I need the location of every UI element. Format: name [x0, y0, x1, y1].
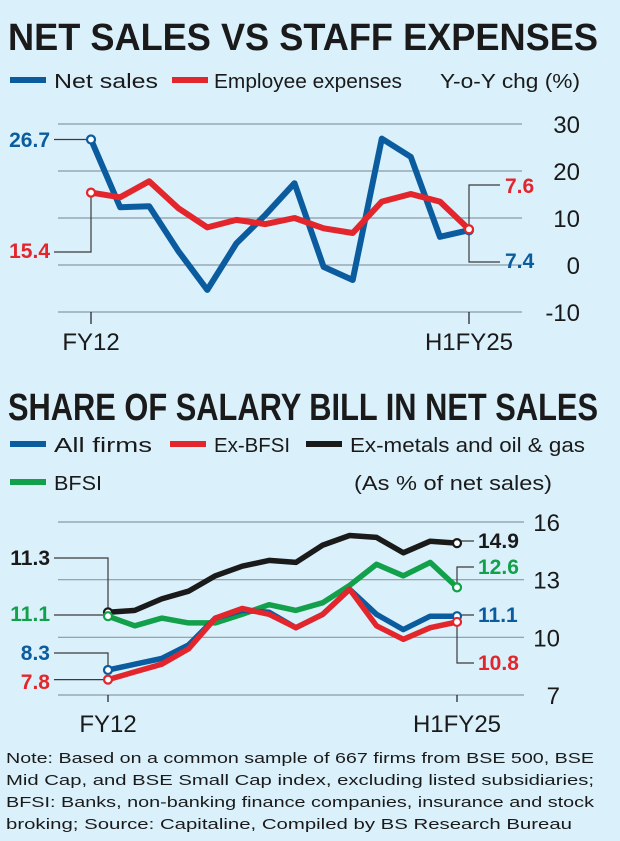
callout-leader: [54, 192, 92, 253]
data-point-start: [85, 187, 97, 198]
note: Note: Based on a common sample of 667 fi…: [6, 750, 595, 833]
data-label-start: 11.3: [10, 547, 50, 570]
data-point-start: [85, 134, 97, 145]
data-label-start: 26.7: [9, 129, 50, 152]
legend-label-employee-expenses: Employee expenses: [214, 71, 402, 93]
chart2-title: SHARE OF SALARY BILL IN NET SALES: [8, 387, 598, 429]
series-line-employee-expenses: [90, 178, 472, 236]
legend-label-ex-bfsi: Ex-BFSI: [214, 435, 290, 457]
y-tick-label: 7: [547, 683, 560, 710]
note-line: Mid Cap, and BSE Small Cap index, exclud…: [6, 772, 594, 789]
data-point-start: [102, 611, 114, 622]
data-label-start: 15.4: [9, 240, 50, 263]
x-tick-label: FY12: [79, 711, 136, 738]
y-tick-label: 10: [533, 625, 560, 652]
data-point-end: [451, 616, 463, 628]
legend-label-ex-metals: Ex-metals and oil & gas: [350, 435, 585, 457]
data-label-start: 8.3: [21, 642, 50, 665]
y-tick-label: 0: [567, 253, 580, 280]
data-label-end: 12.6: [478, 556, 519, 579]
legend-label-bfsi: BFSI: [54, 473, 102, 495]
data-point-end: [451, 538, 463, 549]
callout-leader: [456, 621, 474, 664]
data-label-start: 7.8: [21, 671, 51, 694]
data-label-end: 10.8: [478, 652, 519, 675]
x-tick-label: H1FY25: [425, 329, 513, 356]
x-tick-label: FY12: [62, 329, 119, 356]
series-line-ex-bfsi: [107, 586, 458, 683]
data-label-end: 11.1: [478, 604, 518, 627]
data-label-end: 7.4: [505, 250, 535, 273]
y-tick-label: 10: [553, 206, 580, 233]
y-tick-label: 30: [553, 112, 580, 139]
data-label-start: 11.1: [10, 603, 50, 626]
y-tick-label: 13: [533, 568, 560, 595]
y-tick-label: -10: [545, 300, 580, 327]
chart2-ylabel: (As % of net sales): [354, 473, 552, 495]
series-line-bfsi: [107, 559, 459, 629]
chart1-legend: Net sales Employee expenses: [10, 71, 402, 93]
y-tick-label: 20: [553, 159, 580, 186]
callout-leader: [456, 566, 474, 588]
data-label-end: 14.9: [478, 530, 519, 553]
legend-label-all-firms: All firms: [54, 435, 152, 457]
chart2-legend: All firms Ex-BFSI Ex-metals and oil & ga…: [10, 435, 585, 495]
legend-label-net-sales: Net sales: [54, 71, 158, 93]
callout-leader: [468, 230, 500, 263]
data-label-end: 7.6: [505, 175, 534, 198]
series-line-ex-metals-and-oil-gas: [107, 532, 458, 616]
data-point-end: [463, 224, 475, 235]
note-line: Note: Based on a common sample of 667 fi…: [6, 750, 594, 767]
data-point-start: [102, 674, 114, 685]
chart1-ylabel: Y-o-Y chg (%): [440, 71, 580, 93]
series-line-net-sales: [88, 135, 470, 293]
callout-leader: [468, 184, 500, 230]
callout-leader: [54, 557, 109, 613]
callout-leader: [54, 652, 109, 671]
x-tick-label: H1FY25: [413, 711, 501, 738]
chart1-title: NET SALES VS STAFF EXPENSES: [8, 17, 598, 59]
note-line: broking; Source: Capitaline, Compiled by…: [6, 816, 572, 833]
data-point-start: [102, 664, 114, 676]
data-point-end: [451, 582, 463, 593]
y-tick-label: 16: [533, 510, 560, 537]
note-line: BFSI: Banks, non-banking finance compani…: [6, 794, 595, 811]
callout-leader: [54, 614, 109, 617]
